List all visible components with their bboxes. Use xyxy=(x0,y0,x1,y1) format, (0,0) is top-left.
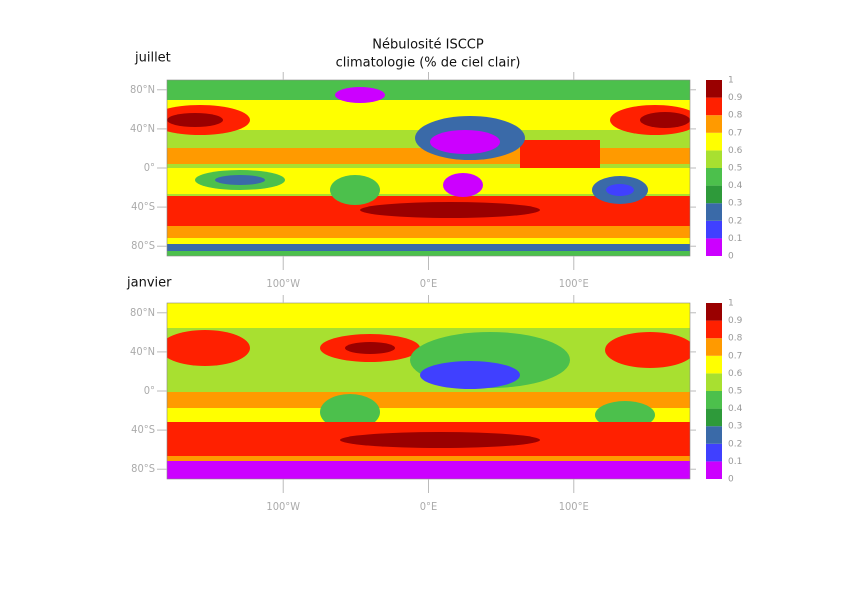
title: Nébulosité ISCCP xyxy=(372,38,484,53)
lat-label: 40°S xyxy=(131,200,155,213)
colorbar-label: 0.7 xyxy=(728,351,742,361)
colorbar-swatch xyxy=(706,426,722,444)
colorbar-label: 1 xyxy=(728,76,734,86)
lon-label: 100°E xyxy=(559,277,589,290)
colorbar-label: 0.7 xyxy=(728,128,742,138)
colorbar-swatch xyxy=(706,391,722,409)
lon-label: 100°W xyxy=(266,277,300,290)
colorbar-swatch xyxy=(706,220,722,239)
lat-label: 40°N xyxy=(130,345,155,358)
colorbar-swatch xyxy=(706,97,722,116)
lat-label: 0° xyxy=(144,384,155,397)
colorbar-swatch xyxy=(706,373,722,391)
colorbar-label: 0.1 xyxy=(728,234,742,244)
colorbar-swatch xyxy=(706,320,722,339)
colorbar-swatch xyxy=(706,338,722,356)
colorbar-swatch xyxy=(706,203,722,221)
colorbar-label: 0.2 xyxy=(728,216,742,226)
colorbar-swatch xyxy=(706,461,722,479)
cloud-field xyxy=(167,80,690,256)
lon-label: 0°E xyxy=(420,277,438,290)
colorbar-label: 0.8 xyxy=(728,111,743,121)
colorbar-swatch xyxy=(706,132,722,151)
lat-label: 80°N xyxy=(130,306,155,319)
lat-label: 40°S xyxy=(131,423,155,436)
colorbar-label: 0.3 xyxy=(728,422,742,432)
colorbar-label: 0.9 xyxy=(728,316,743,326)
colorbar-swatch xyxy=(706,303,722,321)
lon-label: 100°W xyxy=(266,500,300,513)
colorbar-label: 0.3 xyxy=(728,199,742,209)
colorbar-swatch xyxy=(706,115,722,133)
colorbar-swatch xyxy=(706,168,722,186)
colorbar-label: 0.5 xyxy=(728,387,742,397)
subtitle: climatologie (% de ciel clair) xyxy=(336,56,521,71)
colorbar-swatch xyxy=(706,355,722,374)
colorbar-label: 0.6 xyxy=(728,146,743,156)
lon-label: 0°E xyxy=(420,500,438,513)
colorbar-label: 0.2 xyxy=(728,439,742,449)
panel-label: janvier xyxy=(126,276,172,291)
colorbar-label: 0.5 xyxy=(728,164,742,174)
colorbar-swatch xyxy=(706,150,722,168)
panel-label: juillet xyxy=(134,51,171,66)
colorbar-swatch xyxy=(706,238,722,256)
colorbar-swatch xyxy=(706,408,722,427)
lat-label: 0° xyxy=(144,161,155,174)
colorbar-label: 0 xyxy=(728,252,734,262)
colorbar-swatch xyxy=(706,185,722,204)
lat-label: 80°S xyxy=(131,239,155,252)
colorbar-label: 0.9 xyxy=(728,93,743,103)
lat-label: 80°N xyxy=(130,83,155,96)
colorbar-label: 0.4 xyxy=(728,404,743,414)
colorbar-label: 0 xyxy=(728,475,734,485)
colorbar-label: 0.6 xyxy=(728,369,743,379)
colorbar-label: 0.8 xyxy=(728,334,743,344)
colorbar-label: 0.4 xyxy=(728,181,743,191)
lat-label: 80°S xyxy=(131,462,155,475)
colorbar-label: 0.1 xyxy=(728,457,742,467)
colorbar-swatch xyxy=(706,443,722,462)
lon-label: 100°E xyxy=(559,500,589,513)
colorbar-swatch xyxy=(706,80,722,98)
lat-label: 40°N xyxy=(130,122,155,135)
colorbar-label: 1 xyxy=(728,299,734,309)
cloud-field xyxy=(167,303,690,479)
